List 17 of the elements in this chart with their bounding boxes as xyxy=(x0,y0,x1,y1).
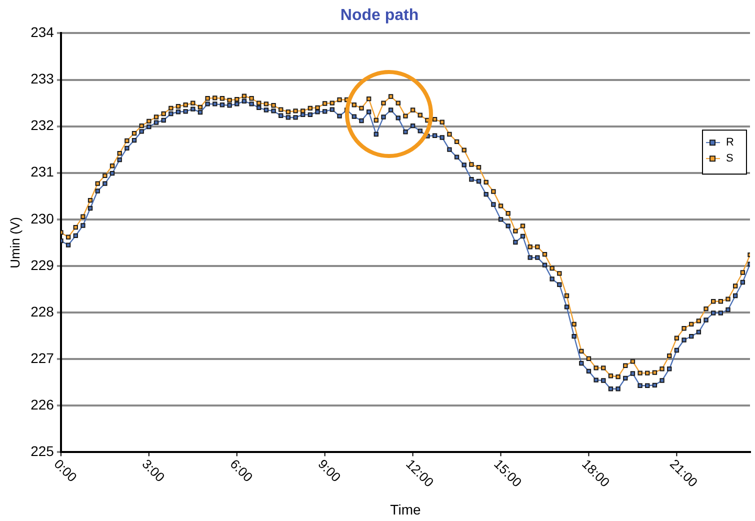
y-tick-label: 228 xyxy=(30,303,54,320)
y-axis-title: Umin (V) xyxy=(7,217,22,268)
y-tick-label: 229 xyxy=(30,256,54,273)
y-tick-label: 227 xyxy=(30,350,54,366)
x-tick-label: 3:00 xyxy=(139,456,168,485)
x-axis-title: Time xyxy=(390,501,421,518)
y-tick-label: 226 xyxy=(30,396,54,413)
x-tick-label: 6:00 xyxy=(227,456,256,485)
y-tick-label: 232 xyxy=(30,117,54,134)
y-tick-label: 233 xyxy=(30,70,54,87)
y-tick-label: 231 xyxy=(30,164,54,180)
chart-title: Node path xyxy=(340,7,419,24)
y-tick-label: 230 xyxy=(30,210,54,226)
legend-label: S xyxy=(726,152,734,165)
y-tick-label: 234 xyxy=(30,24,54,40)
legend-label: R xyxy=(726,136,734,149)
x-tick-label: 9:00 xyxy=(315,456,344,485)
